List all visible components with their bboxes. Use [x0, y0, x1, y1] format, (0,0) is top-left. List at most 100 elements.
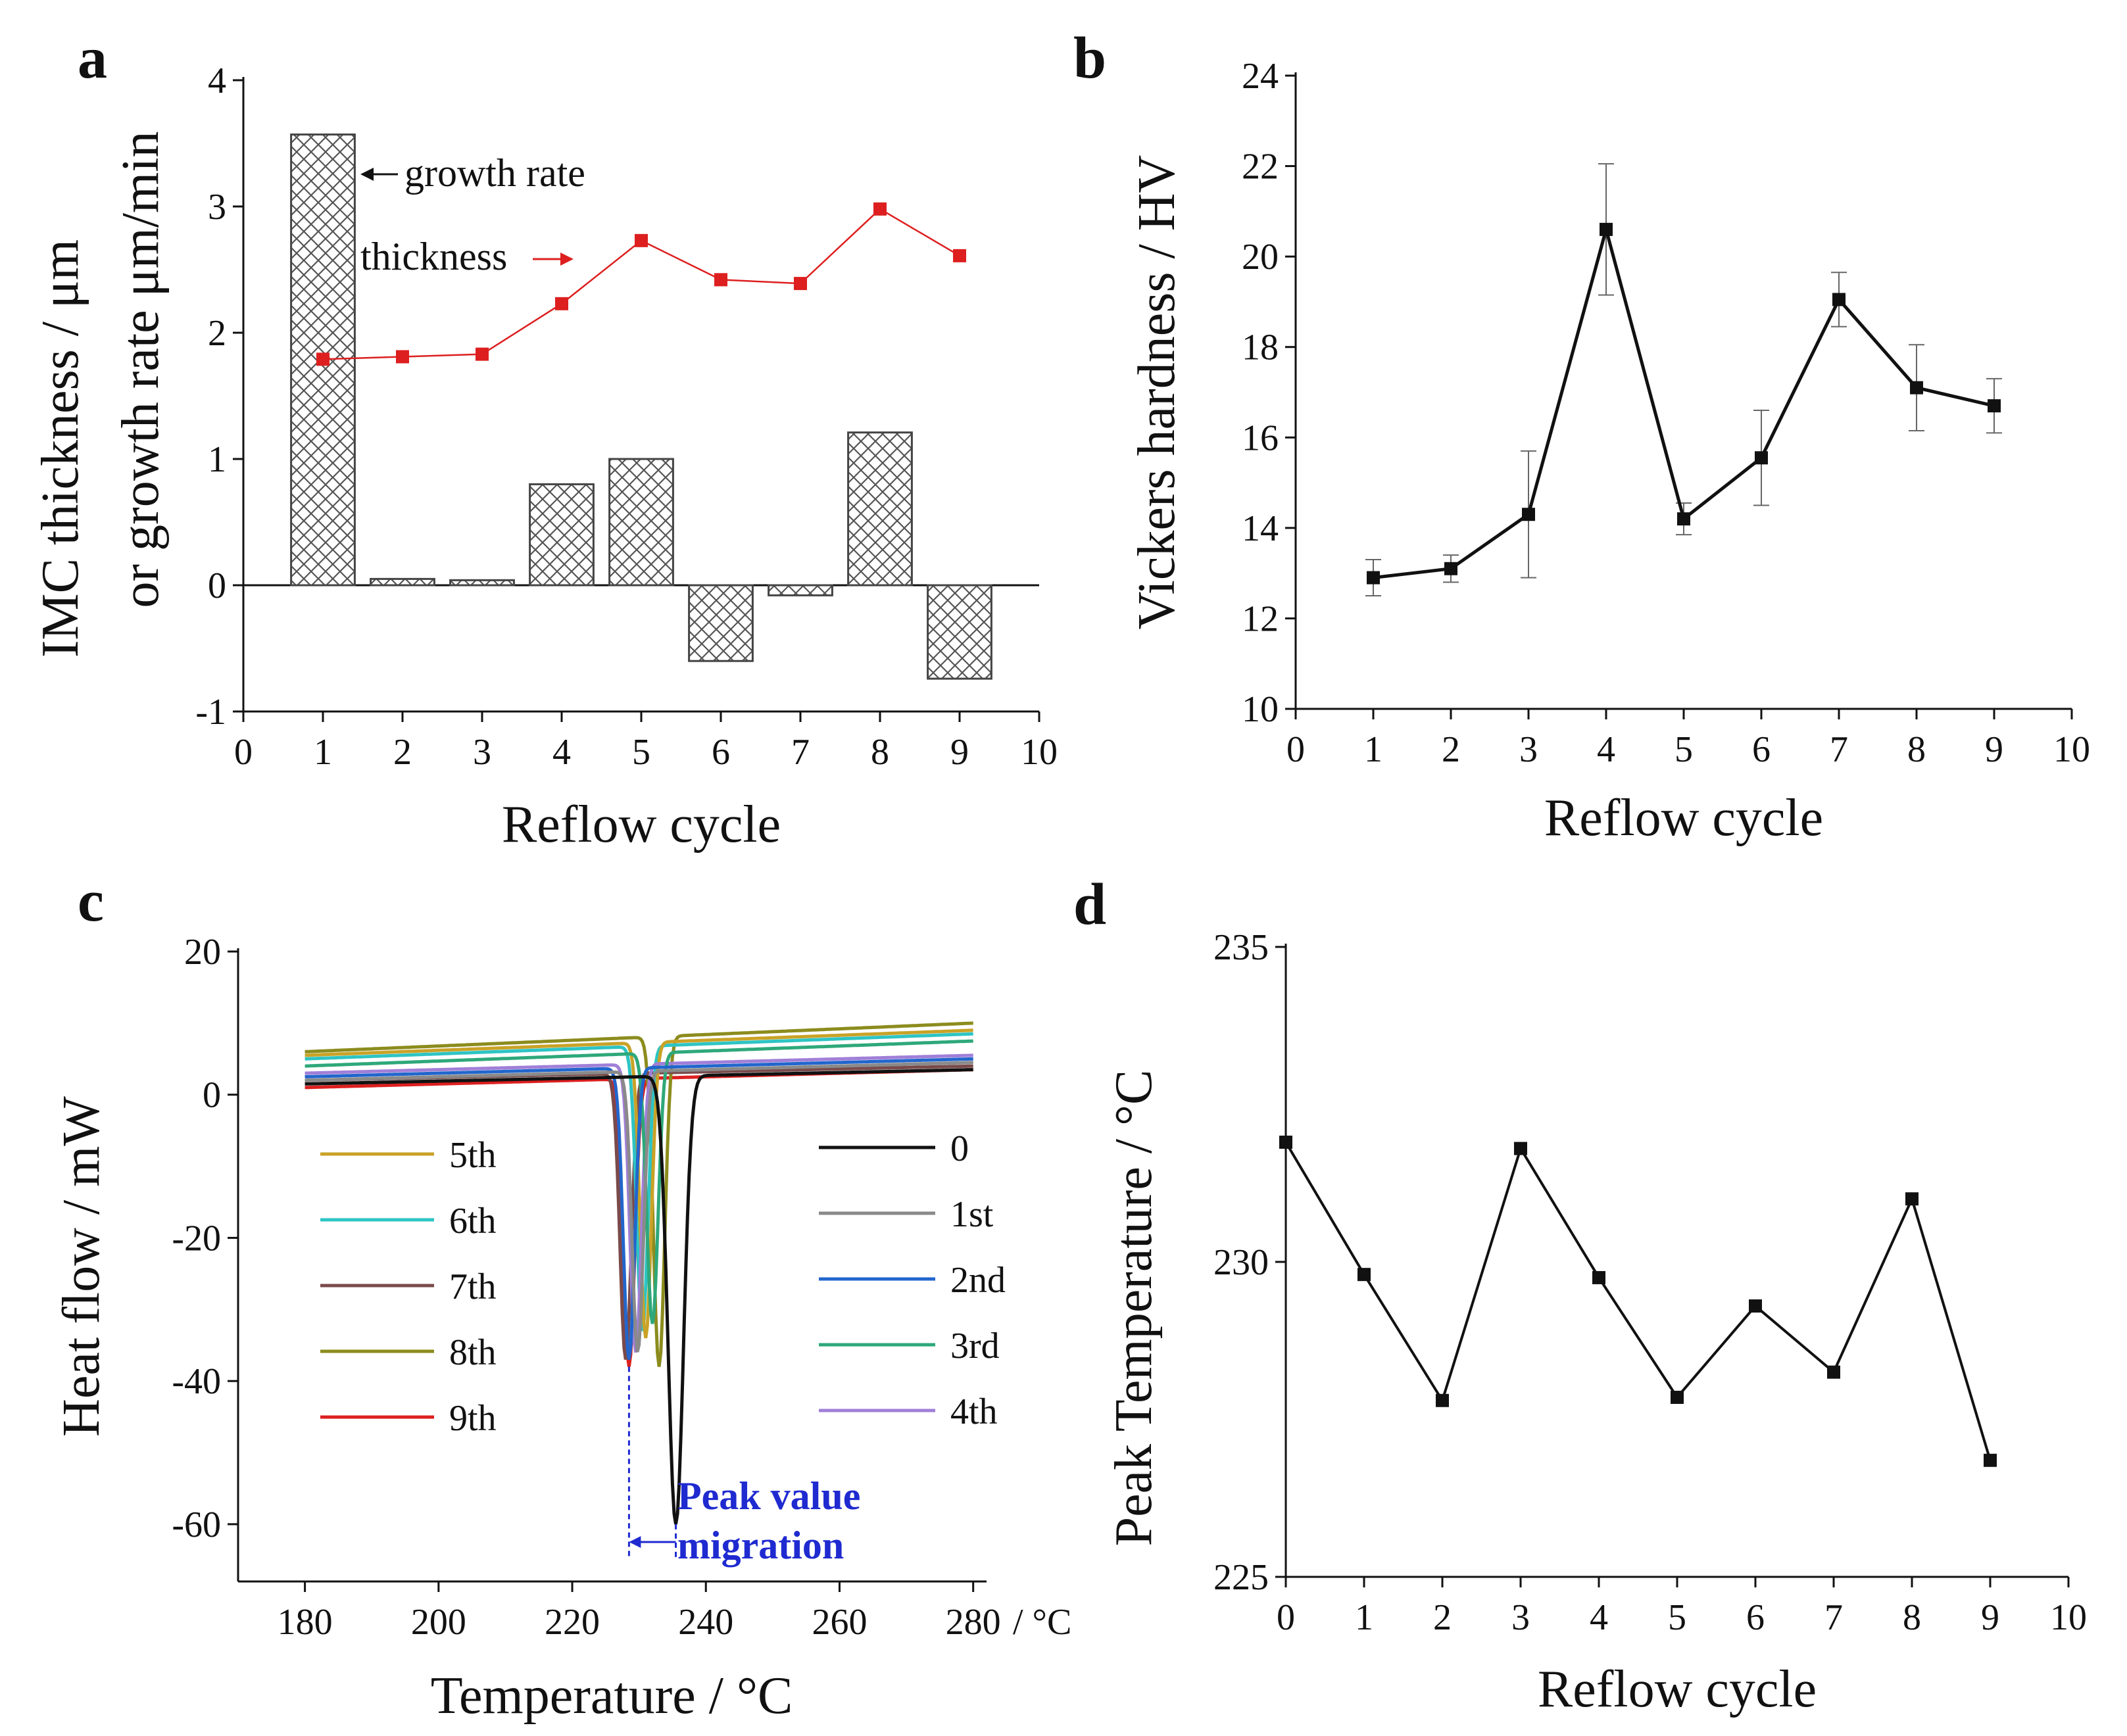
- x-tick-label: 2: [393, 732, 412, 773]
- x-tick-label: 7: [791, 732, 810, 773]
- y-tick-label: 20: [184, 932, 221, 973]
- thickness-line: [322, 208, 960, 360]
- legend-label-3rd: 3rd: [950, 1326, 1000, 1366]
- x-tick-label: 5: [1668, 1597, 1686, 1638]
- hardness-point: [1367, 571, 1380, 585]
- peak-temperature-line: [1284, 1141, 1992, 1461]
- x-tick-label: 2: [1433, 1597, 1452, 1638]
- x-tick-label: 280: [946, 1602, 1001, 1643]
- peak-temperature-point: [1827, 1365, 1840, 1379]
- y-axis-title: Heat flow / mW: [53, 1096, 110, 1437]
- thickness-point: [555, 297, 568, 310]
- legend-label-8th: 8th: [449, 1332, 497, 1373]
- peak-temperature-point: [1357, 1268, 1371, 1282]
- x-tick-label: 1: [1355, 1597, 1373, 1638]
- y-tick-label: 16: [1242, 418, 1279, 458]
- y-tick-label: 235: [1213, 927, 1269, 968]
- legend-label-0: 0: [950, 1128, 969, 1169]
- y-axis-title-line1: IMC thickness / μm: [32, 239, 89, 658]
- legend-label-1st: 1st: [950, 1194, 994, 1235]
- y-tick-label: 1: [208, 439, 226, 480]
- x-tick-label: 6: [712, 732, 730, 773]
- y-axis-title-line2: or growth rate μm/min: [112, 132, 170, 608]
- hardness-point: [1522, 508, 1535, 521]
- x-unit-label: / °C: [1013, 1602, 1071, 1643]
- y-tick-label: 0: [208, 566, 226, 606]
- y-tick-label: -60: [172, 1505, 221, 1545]
- y-axis-title: Vickers hardness / HV: [1128, 155, 1186, 630]
- panel-letter-a: a: [78, 26, 107, 91]
- dsc-curve-2nd: [305, 1057, 973, 1360]
- thickness-arrowhead: [560, 253, 574, 266]
- thickness-point: [953, 249, 966, 262]
- peak-migration-label-1: Peak value: [677, 1474, 860, 1518]
- x-tick-label: 8: [871, 732, 889, 773]
- panel-d: 0 1 2 3 4 5 6 7 8 9 10 225 230 235 Reflow cycle Peak Te…: [1073, 872, 2087, 1718]
- growth-rate-arrowhead: [360, 168, 374, 181]
- peak-temperature-point: [1905, 1192, 1919, 1206]
- hardness-point: [1832, 293, 1846, 306]
- growth-rate-bar: [768, 584, 833, 596]
- x-tick-label: 240: [678, 1602, 733, 1643]
- dsc-curve-0: [305, 1068, 973, 1525]
- y-axis-title: Peak Temperature / °C: [1105, 1070, 1163, 1547]
- y-tick-label: -20: [172, 1218, 221, 1259]
- growth-rate-bar: [927, 584, 992, 680]
- peak-temperature-point: [1984, 1453, 1997, 1467]
- x-tick-label: 1: [1364, 729, 1382, 770]
- x-tick-label: 220: [545, 1602, 600, 1643]
- x-tick-label: 9: [1985, 729, 2003, 770]
- x-axis-title: Reflow cycle: [1538, 1660, 1817, 1718]
- growth-rate-bar: [370, 577, 435, 587]
- x-tick-label: 5: [1675, 729, 1693, 770]
- hardness-point: [1677, 512, 1690, 526]
- x-axis-title: Reflow cycle: [1544, 789, 1823, 847]
- peak-temperature-point: [1749, 1299, 1762, 1313]
- peak-temperature-point: [1514, 1142, 1527, 1155]
- x-tick-label: 6: [1746, 1597, 1765, 1638]
- x-tick-label: 7: [1824, 1597, 1843, 1638]
- y-tick-label: 10: [1242, 689, 1279, 730]
- y-tick-label: 24: [1242, 56, 1279, 97]
- y-tick-label: -40: [172, 1361, 221, 1402]
- x-tick-label: 180: [278, 1602, 333, 1643]
- hardness-point: [1600, 222, 1613, 236]
- x-axis-title: Reflow cycle: [502, 796, 781, 854]
- panel-letter-b: b: [1073, 26, 1106, 91]
- legend-label-2nd: 2nd: [950, 1260, 1006, 1301]
- dsc-curve-3rd: [305, 1039, 973, 1324]
- y-tick-label: 12: [1242, 598, 1279, 639]
- panel-letter-d: d: [1073, 872, 1106, 937]
- y-tick-label: 22: [1242, 147, 1279, 187]
- x-tick-label: 1: [314, 732, 332, 773]
- x-tick-label: 5: [632, 732, 650, 773]
- thickness-label: thickness: [360, 235, 507, 278]
- growth-rate-bar: [688, 584, 754, 662]
- x-tick-label: 10: [1021, 732, 1058, 773]
- dsc-curve-8th: [305, 1021, 973, 1367]
- y-tick-label: 14: [1242, 508, 1279, 549]
- x-tick-label: 0: [234, 732, 253, 773]
- thickness-point: [476, 347, 489, 361]
- x-tick-label: 0: [1277, 1597, 1295, 1638]
- thickness-point: [396, 350, 409, 364]
- y-tick-label: 2: [208, 313, 226, 354]
- thickness-point: [873, 202, 887, 216]
- dsc-curve-5th: [305, 1028, 973, 1339]
- dsc-curve-1st: [305, 1061, 973, 1353]
- legend-label-7th: 7th: [449, 1266, 497, 1307]
- y-tick-label: 230: [1213, 1242, 1269, 1283]
- y-tick-label: 4: [208, 60, 226, 101]
- x-tick-label: 9: [950, 732, 969, 773]
- x-tick-label: 10: [2050, 1597, 2087, 1638]
- peak-temperature-point: [1279, 1135, 1292, 1149]
- x-tick-label: 3: [473, 732, 491, 773]
- thickness-point: [714, 273, 727, 287]
- y-tick-label: 0: [203, 1075, 221, 1116]
- growth-rate-label: growth rate: [404, 151, 585, 195]
- y-tick-label: 20: [1242, 237, 1279, 277]
- legend-label-6th: 6th: [449, 1201, 497, 1242]
- peak-temperature-point: [1592, 1270, 1605, 1284]
